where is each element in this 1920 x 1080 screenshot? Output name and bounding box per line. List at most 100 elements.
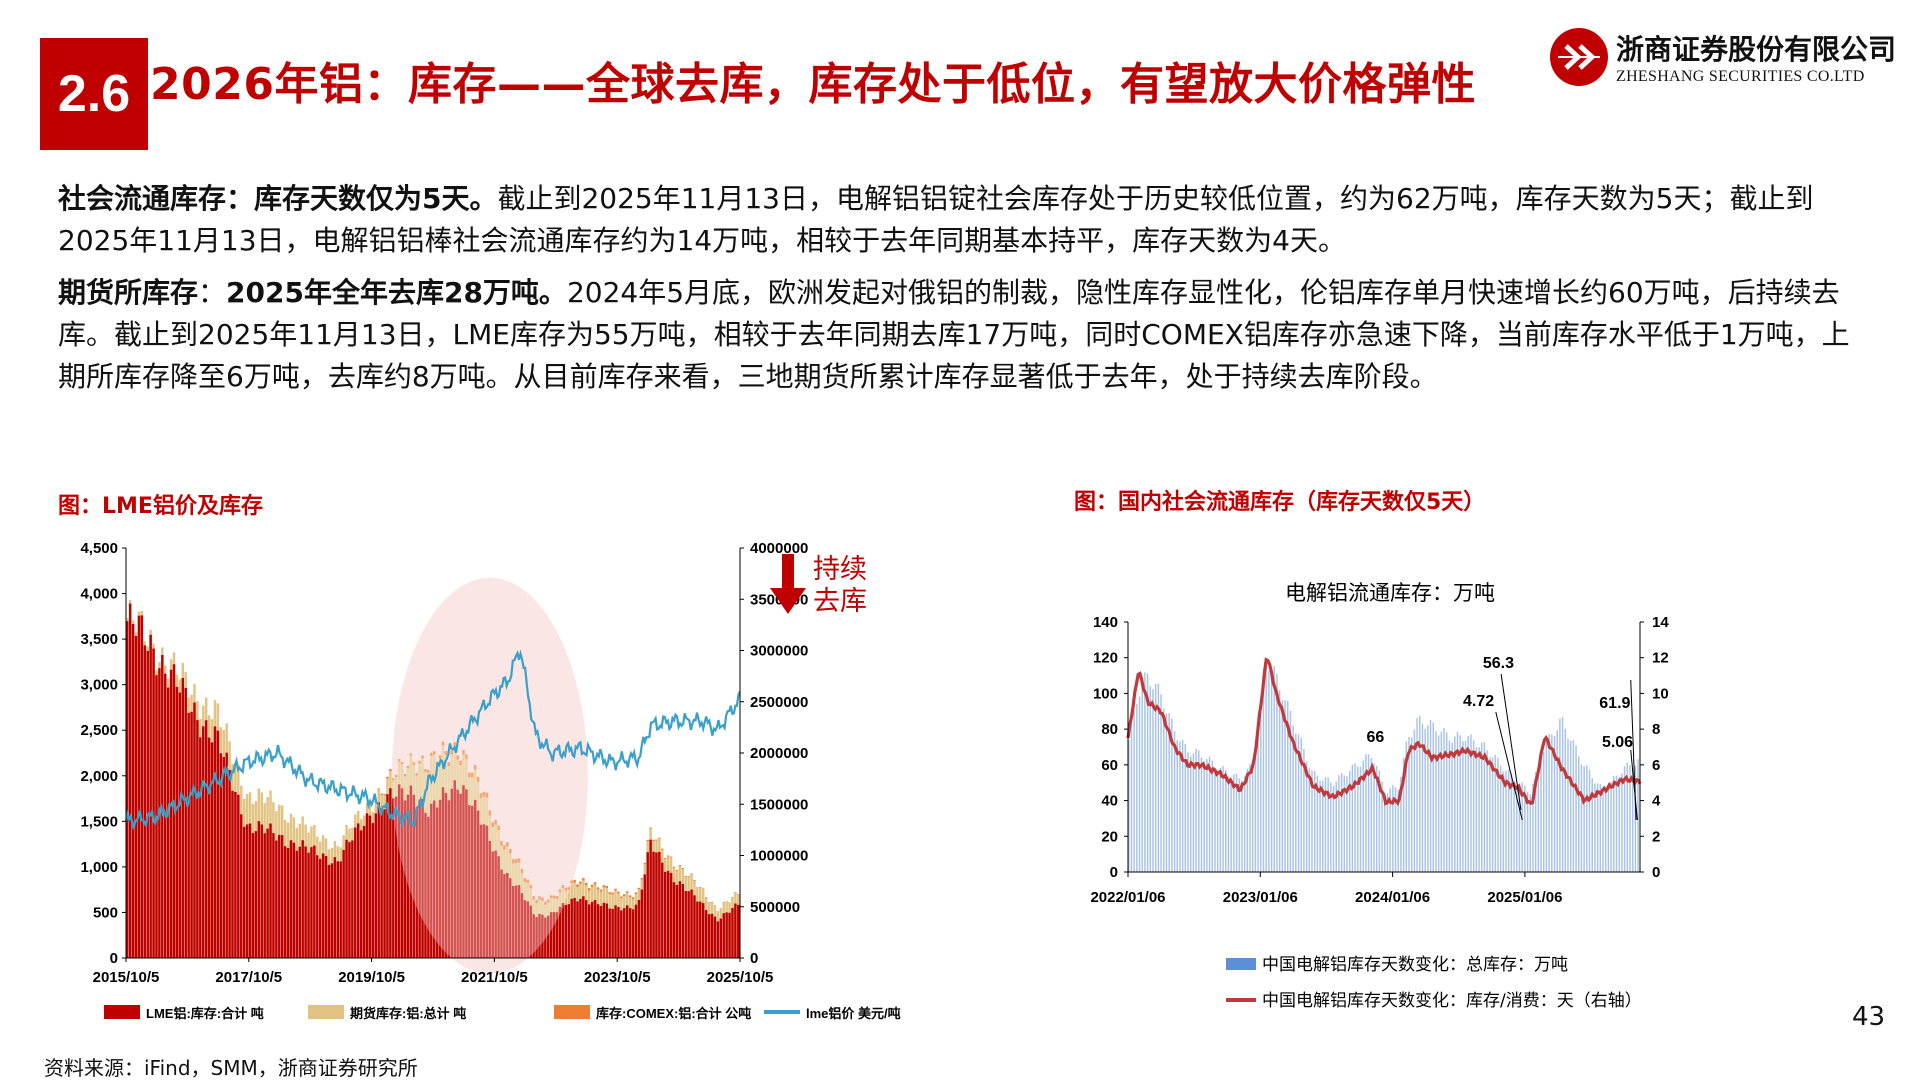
comex-bar [620, 896, 623, 899]
inventory-bar [1634, 765, 1637, 872]
inventory-bar [1424, 728, 1426, 872]
comex-bar [409, 753, 413, 756]
inventory-bar [1235, 773, 1238, 872]
inventory-bar [1203, 761, 1205, 872]
figure1-title: 图：LME铝价及库存 [58, 494, 263, 519]
legend-swatch [104, 1005, 140, 1019]
lme-bar [734, 903, 737, 958]
comex-bar [514, 858, 518, 864]
inventory-bar [1507, 769, 1510, 872]
inventory-bar [1575, 745, 1577, 872]
comex-bar [526, 879, 530, 884]
lme-bar [634, 904, 638, 958]
comex-bar [582, 878, 585, 881]
inventory-bar [1359, 766, 1362, 872]
comex-bar [479, 793, 483, 799]
inventory-bar [1408, 736, 1410, 872]
inventory-bar [1494, 754, 1496, 872]
inventory-bar [1297, 734, 1300, 872]
lme-bar [313, 845, 316, 958]
comex-bar [669, 856, 673, 858]
inventory-bar [1429, 719, 1432, 872]
inventory-bar [1340, 772, 1343, 872]
lme-bar [672, 882, 676, 958]
inventory-bar [1499, 765, 1502, 872]
comex-bar [447, 762, 451, 767]
lme-bar [242, 826, 246, 958]
lme-bar [459, 793, 462, 958]
inventory-bar [1470, 734, 1472, 872]
lme-bar [535, 916, 538, 958]
comex-bar [459, 760, 462, 766]
lme-bar [400, 788, 404, 958]
comex-bar [529, 884, 532, 889]
lme-bar [669, 872, 673, 958]
lme-bar [719, 918, 723, 958]
lme-bar [620, 910, 623, 958]
inventory-bar [1413, 729, 1416, 872]
inventory-bar [1613, 776, 1615, 872]
comex-bar [394, 774, 398, 777]
right-tick-label: 4 [1652, 793, 1661, 810]
lme-bar [263, 833, 266, 958]
lme-bar [593, 900, 597, 958]
lme-bar [582, 896, 585, 958]
x-tick-label: 2025/01/06 [1487, 889, 1562, 906]
inventory-bar [1262, 674, 1265, 872]
lme-bar [213, 726, 217, 958]
inventory-bar [1338, 775, 1340, 872]
inventory-bar [1596, 783, 1599, 872]
inventory-bar [1513, 780, 1515, 872]
right-tick-label: 10 [1652, 685, 1669, 702]
inventory-bar [1456, 731, 1459, 872]
comex-bar [637, 887, 641, 890]
lme-bar [637, 899, 641, 958]
left-tick-label: 0 [110, 950, 118, 967]
inventory-bar [1615, 775, 1618, 872]
figure2-title: 图：国内社会流通库存（库存天数仅5天） [1074, 490, 1486, 515]
inventory-bar [1545, 741, 1548, 872]
lme-bar [310, 847, 313, 958]
inventory-bar [1149, 686, 1152, 872]
lme-bar [251, 833, 255, 958]
right-tick-label: 0 [1652, 864, 1660, 881]
lme-bar [374, 813, 378, 958]
inventory-bars [1128, 661, 1639, 872]
comex-bar [658, 837, 661, 839]
lme-bar [187, 712, 190, 958]
lme-bar [128, 603, 132, 958]
inventory-bar [1416, 717, 1418, 872]
inventory-bar [1421, 723, 1424, 872]
comex-bar [544, 901, 547, 905]
comex-bar [587, 888, 591, 891]
inventory-bar [1211, 760, 1214, 872]
comex-bar [649, 827, 652, 829]
inventory-bar [1564, 728, 1567, 872]
inventory-bar [1602, 789, 1604, 872]
comex-bar [693, 880, 696, 881]
inventory-bar [1289, 710, 1292, 872]
inventory-bar [1534, 771, 1537, 872]
lme-bar [511, 886, 515, 958]
comex-bar [593, 882, 597, 885]
comex-bar [485, 792, 489, 798]
lme-bar [126, 621, 129, 958]
comex-bar [585, 882, 588, 886]
right-tick-label: 8 [1652, 721, 1660, 738]
x-tick-label: 2019/10/5 [338, 969, 405, 986]
lme-bar [462, 785, 465, 958]
lme-bar [152, 648, 155, 958]
comex-bar [675, 869, 679, 871]
lme-bar [722, 913, 725, 958]
paragraph-social-inventory: 社会流通库存：库存天数仅为5天。截止到2025年11月13日，电解铝铝锭社会库存… [58, 178, 1868, 262]
lme-bar [222, 756, 225, 958]
inventory-bar [1146, 673, 1149, 872]
lme-bar [585, 900, 588, 958]
right-tick-label: 14 [1652, 614, 1669, 631]
comex-bar [734, 891, 737, 893]
leader-line [1500, 673, 1522, 811]
lme-bar [652, 851, 655, 958]
inventory-bar [1305, 761, 1308, 872]
left-tick-label: 3,500 [80, 631, 118, 648]
inventory-bar [1144, 672, 1146, 872]
